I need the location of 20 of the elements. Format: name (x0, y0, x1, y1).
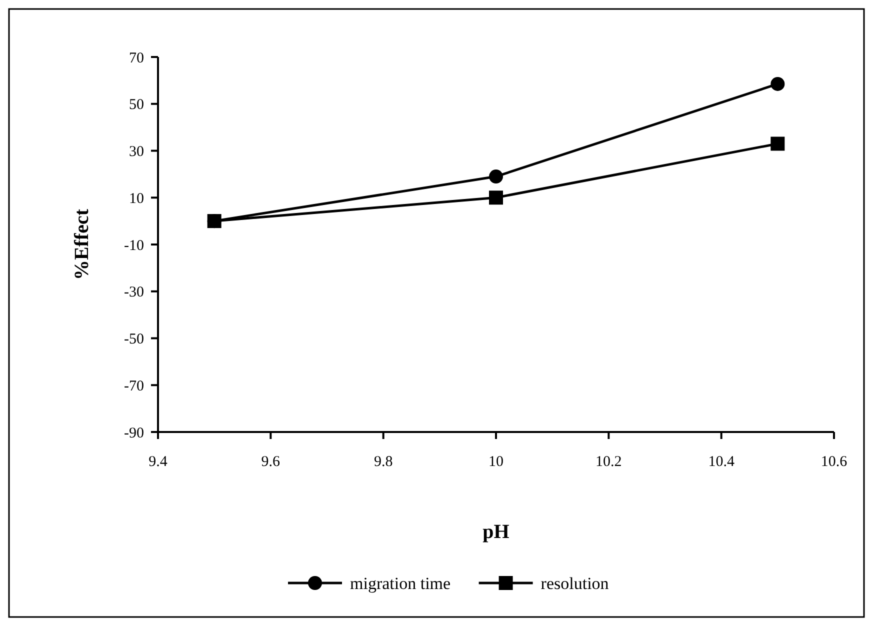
x-tick-label: 9.4 (148, 454, 168, 470)
y-axis-title: %Effect (71, 208, 93, 280)
y-tick-label: 10 (129, 190, 144, 207)
x-tick-label: 10.6 (820, 454, 848, 470)
x-tick-label: 10.2 (596, 454, 622, 470)
x-tick-label: 10.4 (708, 454, 735, 470)
x-axis-title: pH (482, 521, 510, 543)
x-tick-label: 10 (488, 454, 504, 470)
y-tick-label: 30 (129, 144, 144, 160)
x-tick-label: 9.6 (261, 454, 281, 470)
y-tick-label: -10 (124, 238, 144, 254)
y-tick-label: -50 (124, 332, 144, 348)
legend-label: migration time (350, 574, 451, 593)
y-tick-label: -90 (124, 425, 144, 442)
legend-label: resolution (540, 574, 610, 593)
x-tick-label: 9.8 (374, 454, 393, 470)
y-tick-label: 50 (129, 97, 144, 114)
y-tick-label: -30 (124, 284, 144, 301)
y-tick-label: -70 (124, 378, 144, 394)
y-tick-label: 70 (129, 50, 144, 66)
